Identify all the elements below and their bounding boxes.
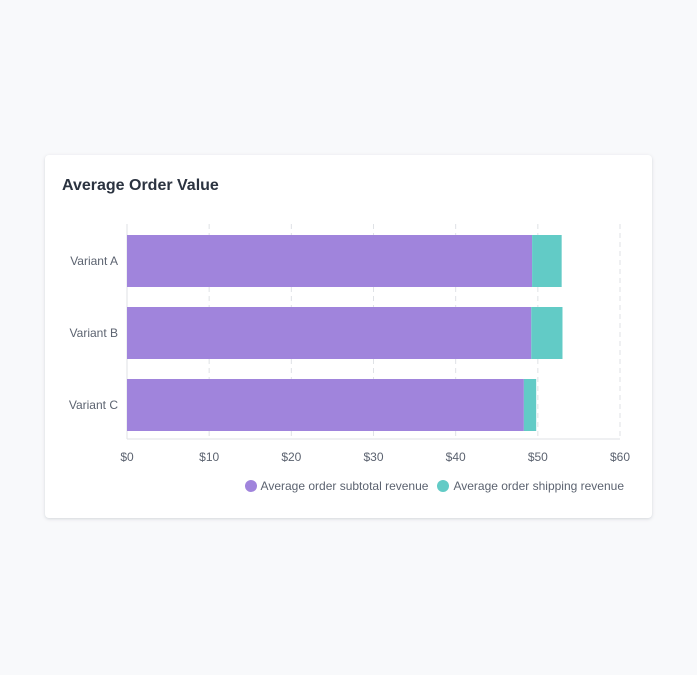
bar-shipping-1 bbox=[532, 235, 562, 287]
y-category-label: Variant A bbox=[70, 254, 118, 268]
x-tick-label: $60 bbox=[610, 450, 630, 464]
bar-shipping-2 bbox=[531, 307, 563, 359]
bar-subtotal-1 bbox=[127, 235, 533, 287]
bar-shipping-3 bbox=[523, 379, 537, 431]
y-category-label: Variant C bbox=[69, 398, 118, 412]
legend-item-subtotal[interactable]: Average order subtotal revenue bbox=[244, 479, 429, 493]
x-tick-label: $10 bbox=[199, 450, 219, 464]
x-tick-label: $50 bbox=[528, 450, 548, 464]
chart-legend: Average order subtotal revenue Average or… bbox=[236, 479, 624, 493]
legend-label: Average order subtotal revenue bbox=[260, 479, 429, 493]
legend-item-shipping[interactable]: Average order shipping revenue bbox=[437, 479, 624, 493]
chart-card: Average Order Value $0 $10 $20 $30 $40 $50 $60… bbox=[45, 155, 652, 518]
y-category-label: Variant B bbox=[70, 326, 118, 340]
x-tick-label: $20 bbox=[281, 450, 301, 464]
x-tick-label: $0 bbox=[120, 450, 134, 464]
chart-title: Average Order Value bbox=[62, 177, 219, 194]
legend-swatch bbox=[244, 480, 257, 492]
legend-swatch bbox=[437, 480, 450, 492]
bar-subtotal-3 bbox=[127, 379, 524, 431]
stacked-bar-chart: $0 $10 $20 $30 $40 $50 $60 Variant A Variant B Va… bbox=[69, 224, 630, 464]
legend-label: Average order shipping revenue bbox=[453, 479, 624, 493]
x-tick-label: $30 bbox=[363, 450, 383, 464]
x-tick-label: $40 bbox=[446, 450, 466, 464]
bar-subtotal-2 bbox=[127, 307, 532, 359]
